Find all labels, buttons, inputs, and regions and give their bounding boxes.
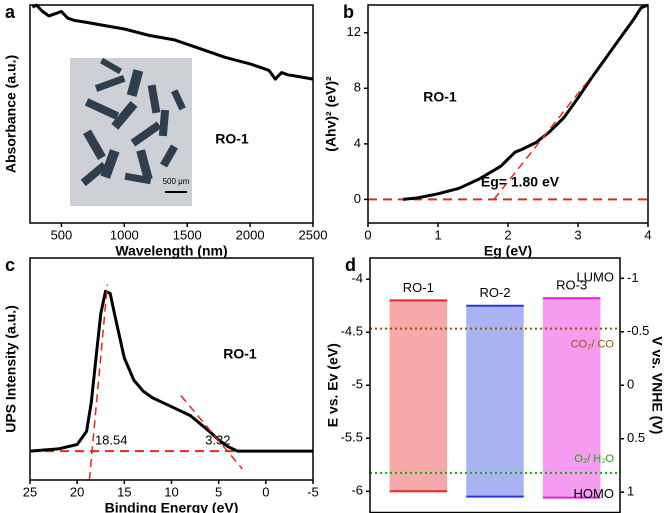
x-tick-label: 5 — [215, 484, 222, 499]
legend-lumo: LUMO — [576, 269, 614, 284]
y-tick-label: -5 — [351, 377, 363, 392]
y-axis-label: E vs. Ev (eV) — [325, 343, 341, 427]
y2-tick-label: 0 — [627, 377, 634, 392]
fit-line — [180, 395, 243, 470]
data-line — [29, 289, 313, 453]
x-tick-label: 2 — [504, 227, 511, 242]
x-tick-label: 500 — [51, 227, 73, 242]
data-line — [402, 3, 649, 201]
x-axis-label: Binding Energy (eV) — [105, 500, 239, 513]
y-tick-label: 8 — [354, 80, 361, 95]
y2-tick-label: 1 — [627, 484, 634, 499]
y-axis-label: UPS Intensity (a.u.) — [3, 305, 19, 433]
x-tick-label: -5 — [307, 484, 319, 499]
x-tick-label: 10 — [164, 484, 178, 499]
y-tick-label: 12 — [347, 24, 361, 39]
category-label: RO-2 — [479, 285, 510, 300]
plot-frame — [367, 4, 649, 224]
x-axis-label: Eg (eV) — [484, 243, 532, 259]
band-gap-bar — [389, 300, 448, 492]
x-tick-label: 15 — [117, 484, 131, 499]
plot-frame — [29, 4, 314, 224]
x-tick-label: 1 — [434, 227, 441, 242]
inset-photo — [70, 57, 192, 206]
x-tick-label: 20 — [70, 484, 84, 499]
x-tick-label: 4 — [644, 227, 651, 242]
y-tick-label: -4 — [351, 271, 363, 286]
x-tick-label: 0 — [262, 484, 269, 499]
plot-frame — [29, 257, 314, 481]
y2-tick-label: -1 — [627, 270, 639, 285]
panel-label: b — [343, 2, 354, 22]
x-tick-label: 0 — [364, 227, 371, 242]
y2-tick-label: -0.5 — [627, 323, 649, 338]
y-axis-label: (Ahv)² (eV)² — [323, 76, 339, 152]
x-tick-label: 3 — [574, 227, 581, 242]
eg-label: Eg= 1.80 eV — [481, 174, 560, 190]
category-label: RO-3 — [556, 278, 587, 293]
band-gap-bar — [466, 305, 524, 497]
x-tick-label: 25 — [23, 484, 37, 499]
sample-label: RO-1 — [215, 131, 249, 147]
x-axis-label: Wavelength (nm) — [115, 243, 227, 259]
x-tick-label: 2000 — [236, 227, 265, 242]
legend-homo: HOMO — [574, 486, 614, 501]
panel-label: a — [5, 2, 16, 22]
y-tick-label: -5.5 — [341, 430, 363, 445]
category-label: RO-1 — [403, 280, 434, 295]
panel-label: d — [345, 255, 356, 275]
panel-label: c — [5, 255, 15, 275]
scale-bar-label: 500 μm — [163, 177, 190, 186]
y-tick-label: -4.5 — [341, 324, 363, 339]
onset-label: 18.54 — [95, 433, 128, 448]
x-tick-label: 2500 — [299, 227, 328, 242]
band-gap-bar — [542, 298, 601, 498]
crystals — [80, 57, 186, 187]
y-tick-label: -6 — [351, 483, 363, 498]
y-axis-label: Absorbance (a.u.) — [3, 55, 19, 173]
y2-tick-label: 0.5 — [627, 430, 645, 445]
reference-label: O₂/ H₂O — [574, 453, 614, 465]
fit-line — [493, 75, 593, 200]
x-tick-label: 1500 — [173, 227, 202, 242]
y-tick-label: 0 — [354, 191, 361, 206]
x-tick-label: 1000 — [110, 227, 139, 242]
y-tick-label: 4 — [354, 135, 361, 150]
y2-axis-label: V vs. VNHE (V) — [649, 336, 665, 434]
fit-line — [88, 284, 109, 481]
sample-label: RO-1 — [423, 89, 457, 105]
onset-label: 3.32 — [205, 433, 230, 448]
sample-label: RO-1 — [223, 346, 257, 362]
reference-label: CO₂/ CO — [571, 338, 615, 350]
data-line — [31, 3, 314, 81]
